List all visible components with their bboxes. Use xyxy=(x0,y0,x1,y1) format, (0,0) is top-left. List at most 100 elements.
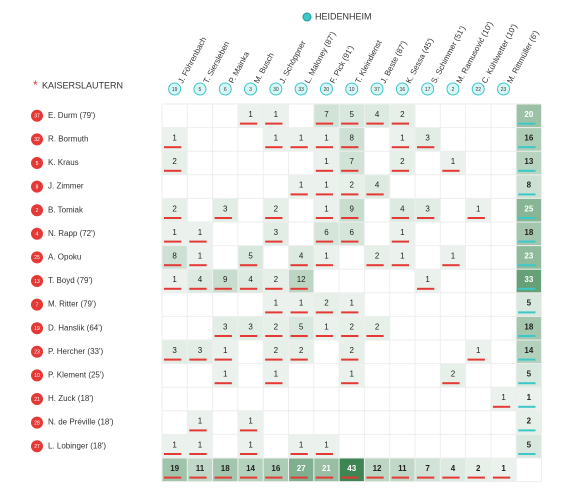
cell-underline xyxy=(341,335,359,337)
column-total-value: 4 xyxy=(451,464,456,473)
cell-value: 1 xyxy=(248,440,253,449)
cell-underline xyxy=(315,193,334,196)
cell-value: 3 xyxy=(274,228,279,237)
cell-underline xyxy=(214,382,232,385)
column-total-value: 43 xyxy=(347,464,356,473)
cell xyxy=(263,198,288,222)
cell-value: 2 xyxy=(350,322,355,331)
player-name: K. Kraus xyxy=(48,158,79,167)
row-total xyxy=(516,128,541,151)
total-underline xyxy=(518,311,536,314)
cell xyxy=(238,104,263,128)
total-underline xyxy=(518,335,536,337)
cell-value: 1 xyxy=(172,275,177,284)
cell xyxy=(314,198,339,222)
player-number: 7 xyxy=(36,302,39,308)
cell-underline xyxy=(366,193,384,196)
cell-value: 8 xyxy=(350,134,355,143)
cell-underline xyxy=(214,217,232,219)
cell xyxy=(263,128,288,151)
cell-underline xyxy=(391,169,409,172)
cell-underline xyxy=(214,335,232,337)
cell-underline xyxy=(341,311,359,314)
cell-value: 1 xyxy=(274,134,279,143)
column-total xyxy=(364,458,390,482)
cell xyxy=(213,316,238,340)
cell-underline xyxy=(417,287,435,290)
cell-underline xyxy=(189,264,207,267)
player-number: 33 xyxy=(298,87,304,93)
total-underline xyxy=(518,169,536,172)
player-name: R. Bormuth xyxy=(48,135,88,144)
row-total xyxy=(516,269,541,293)
total-underline xyxy=(518,382,536,385)
total-underline xyxy=(214,476,232,479)
cell-value: 1 xyxy=(299,440,304,449)
cell xyxy=(263,364,288,387)
cell xyxy=(187,269,213,293)
cell xyxy=(339,175,364,198)
row-total-value: 18 xyxy=(524,228,533,237)
cell-value: 1 xyxy=(299,181,304,190)
player-number: 5 xyxy=(199,87,202,93)
player-badge xyxy=(31,109,43,122)
cell xyxy=(162,269,187,293)
total-underline xyxy=(391,476,409,479)
cell-underline xyxy=(290,335,308,337)
player-badge xyxy=(168,82,182,96)
total-underline xyxy=(518,193,536,196)
player-number: 2 xyxy=(36,208,39,214)
cell-underline xyxy=(290,264,308,267)
column-total xyxy=(415,458,440,482)
cell-value: 1 xyxy=(299,134,304,143)
cell-underline xyxy=(265,287,283,290)
total-underline xyxy=(315,476,334,479)
player-badge xyxy=(31,440,43,453)
cell-value: 2 xyxy=(400,110,405,119)
column-total xyxy=(314,458,339,482)
cell-value: 1 xyxy=(172,228,177,237)
cell-underline xyxy=(341,358,359,361)
cell-underline xyxy=(265,358,283,361)
player-number: 6 xyxy=(224,87,227,93)
player-number: 19 xyxy=(34,326,40,332)
row-total-value: 5 xyxy=(527,370,532,379)
row-total xyxy=(516,222,541,246)
row-total-value: 18 xyxy=(524,322,533,331)
cell-value: 4 xyxy=(248,275,253,284)
cell-value: 12 xyxy=(297,275,306,284)
player-badge xyxy=(294,82,308,96)
player-number: 10 xyxy=(349,87,355,93)
cell xyxy=(390,128,415,151)
cell-underline xyxy=(164,217,182,219)
cell xyxy=(364,175,390,198)
cell xyxy=(314,434,339,458)
cell-value: 3 xyxy=(198,346,203,355)
row-total-value: 16 xyxy=(524,134,533,143)
cell-underline xyxy=(492,405,511,408)
cell xyxy=(187,411,213,434)
cell xyxy=(339,128,364,151)
total-underline xyxy=(239,476,258,479)
row-total xyxy=(516,411,541,434)
player-badge xyxy=(446,82,460,96)
cell-value: 2 xyxy=(451,370,456,379)
total-underline xyxy=(518,146,536,149)
cell xyxy=(238,411,263,434)
cell-underline xyxy=(341,193,359,196)
player-badge xyxy=(319,82,333,96)
cell xyxy=(162,198,187,222)
player-badge xyxy=(471,82,485,96)
cell-value: 3 xyxy=(223,204,228,213)
player-badge xyxy=(269,82,283,96)
cell-value: 2 xyxy=(375,252,380,261)
cell-underline xyxy=(290,453,308,455)
cell-value: 1 xyxy=(451,252,456,261)
total-underline xyxy=(290,476,308,479)
total-underline xyxy=(518,429,536,432)
player-name: P. Hercher (33') xyxy=(48,347,104,356)
cell xyxy=(390,246,415,269)
total-underline xyxy=(467,476,485,479)
cell-underline xyxy=(189,358,207,361)
cell xyxy=(415,128,440,151)
